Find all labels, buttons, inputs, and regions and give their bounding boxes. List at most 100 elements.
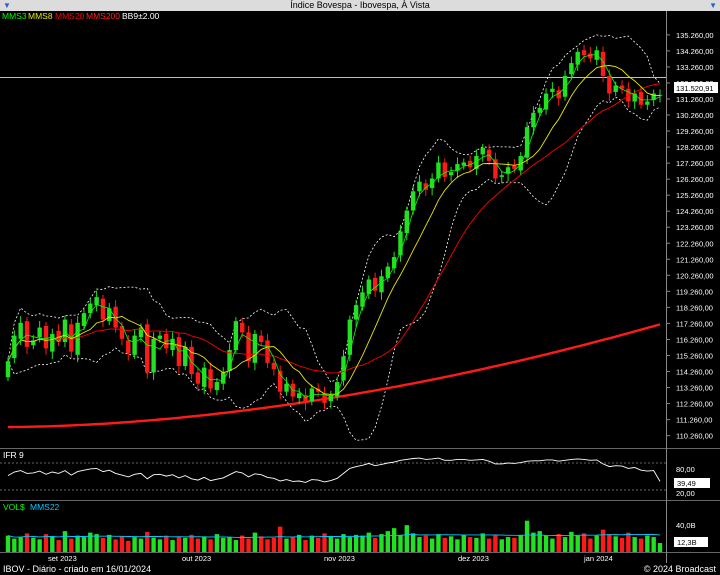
volume-bar — [138, 538, 144, 552]
volume-bar — [341, 534, 346, 552]
volume-bar — [5, 535, 11, 552]
candle-body — [391, 257, 397, 269]
volume-bar — [480, 533, 485, 552]
volume-bar — [385, 531, 391, 552]
volume-bar — [265, 539, 270, 552]
right-dropdown-icon[interactable]: ▼ — [709, 1, 717, 10]
volume-bar — [81, 537, 87, 552]
volume-bar — [436, 534, 441, 552]
volume-bar — [246, 538, 251, 552]
volume-bar — [309, 535, 315, 552]
candle-body — [259, 335, 264, 343]
price-tick-label: 125.260,00 — [676, 191, 714, 200]
window-title-bar: ▼ Índice Bovespa - Ibovespa, À Vista ▼ — [0, 0, 720, 11]
candle-body — [600, 51, 606, 76]
volume-bar — [581, 533, 587, 552]
bollinger-lower-line — [7, 96, 661, 441]
volume-bar — [543, 535, 549, 552]
candle-body — [423, 183, 428, 190]
candle-body — [366, 279, 372, 294]
candle-body — [404, 210, 409, 233]
ifr-tick-20: 20,00 — [676, 489, 695, 498]
candle-body — [436, 162, 441, 179]
candle-body — [379, 276, 384, 293]
candle-body — [94, 297, 99, 306]
volume-bar — [62, 531, 68, 552]
volume-bar — [556, 534, 561, 552]
legend-bb: BB9±2.00 — [122, 11, 160, 21]
ifr-last-badge — [674, 478, 710, 488]
candle-body — [385, 266, 391, 278]
candle-body — [334, 382, 340, 397]
volume-bar — [334, 538, 340, 552]
price-tick-label: 123.260,00 — [676, 223, 714, 232]
price-tick-label: 122.260,00 — [676, 239, 714, 248]
volume-bar — [202, 536, 207, 552]
price-tick-label: 134.260,00 — [676, 47, 714, 56]
candle-body — [569, 63, 574, 75]
volume-bar — [119, 536, 125, 552]
volume-bar — [233, 540, 239, 552]
volume-bar — [499, 539, 504, 552]
candle-body — [505, 167, 511, 174]
candle-body — [24, 321, 30, 347]
price-tick-label: 114.260,00 — [676, 368, 713, 377]
candle-body — [176, 337, 182, 367]
price-panel[interactable] — [0, 11, 666, 448]
legend-mms3: MMS3 — [2, 11, 27, 21]
candle-body — [575, 51, 580, 65]
volume-bar — [626, 532, 631, 552]
volume-bar — [88, 532, 93, 552]
last-price-badge — [674, 82, 718, 93]
price-tick-label: 115.260,00 — [676, 351, 713, 360]
volume-bar — [145, 531, 150, 552]
candle-body — [562, 75, 568, 97]
volume-bar — [271, 537, 277, 552]
candle-body — [138, 327, 144, 338]
volume-bar — [537, 531, 542, 552]
candle-body — [37, 327, 42, 338]
candle-body — [100, 298, 106, 320]
candle-body — [5, 361, 11, 378]
volume-bar — [221, 537, 226, 552]
candle-body — [132, 335, 137, 355]
volume-bar — [594, 535, 599, 552]
ifr-panel[interactable] — [0, 449, 666, 501]
left-dropdown-icon[interactable]: ▼ — [3, 1, 11, 10]
chart-area[interactable]: 135.260,00134.260,00133.260,00132.260,00… — [0, 11, 720, 563]
volume-bar — [613, 536, 618, 552]
volume-bar — [18, 537, 23, 552]
candle-body — [50, 333, 55, 352]
candle-body — [296, 393, 302, 399]
volume-bar — [259, 536, 264, 552]
price-tick-label: 120.260,00 — [676, 271, 714, 280]
vol-last-badge — [674, 537, 708, 547]
volume-bar — [448, 536, 454, 552]
candle-body — [638, 91, 644, 105]
candle-body — [126, 340, 131, 354]
volume-bar — [493, 535, 498, 552]
footer-right-text: © 2024 Broadcast — [643, 564, 716, 574]
price-tick-label: 124.260,00 — [676, 207, 714, 216]
volume-bar — [550, 538, 555, 552]
candle-body — [372, 277, 378, 291]
volume-bar — [467, 537, 473, 552]
price-tick-label: 135.260,00 — [676, 31, 714, 40]
vol-tick-40: 40,0B — [676, 521, 696, 530]
x-label-dez: dez 2023 — [458, 554, 489, 563]
volume-bar — [512, 537, 517, 552]
candle-body — [322, 393, 327, 403]
candle-body — [31, 340, 36, 346]
candle-body — [461, 162, 466, 166]
candle-body — [151, 338, 156, 373]
mms200-line — [7, 323, 661, 429]
price-tick-label: 121.260,00 — [676, 255, 714, 264]
volume-bar — [151, 537, 156, 552]
candle-body — [81, 313, 87, 326]
candle-body — [543, 93, 549, 110]
volume-bar — [252, 532, 258, 552]
volume-bar — [372, 537, 378, 552]
volume-bar — [651, 537, 656, 552]
price-tick-label: 129.260,00 — [676, 127, 714, 136]
volume-bar — [189, 534, 194, 552]
